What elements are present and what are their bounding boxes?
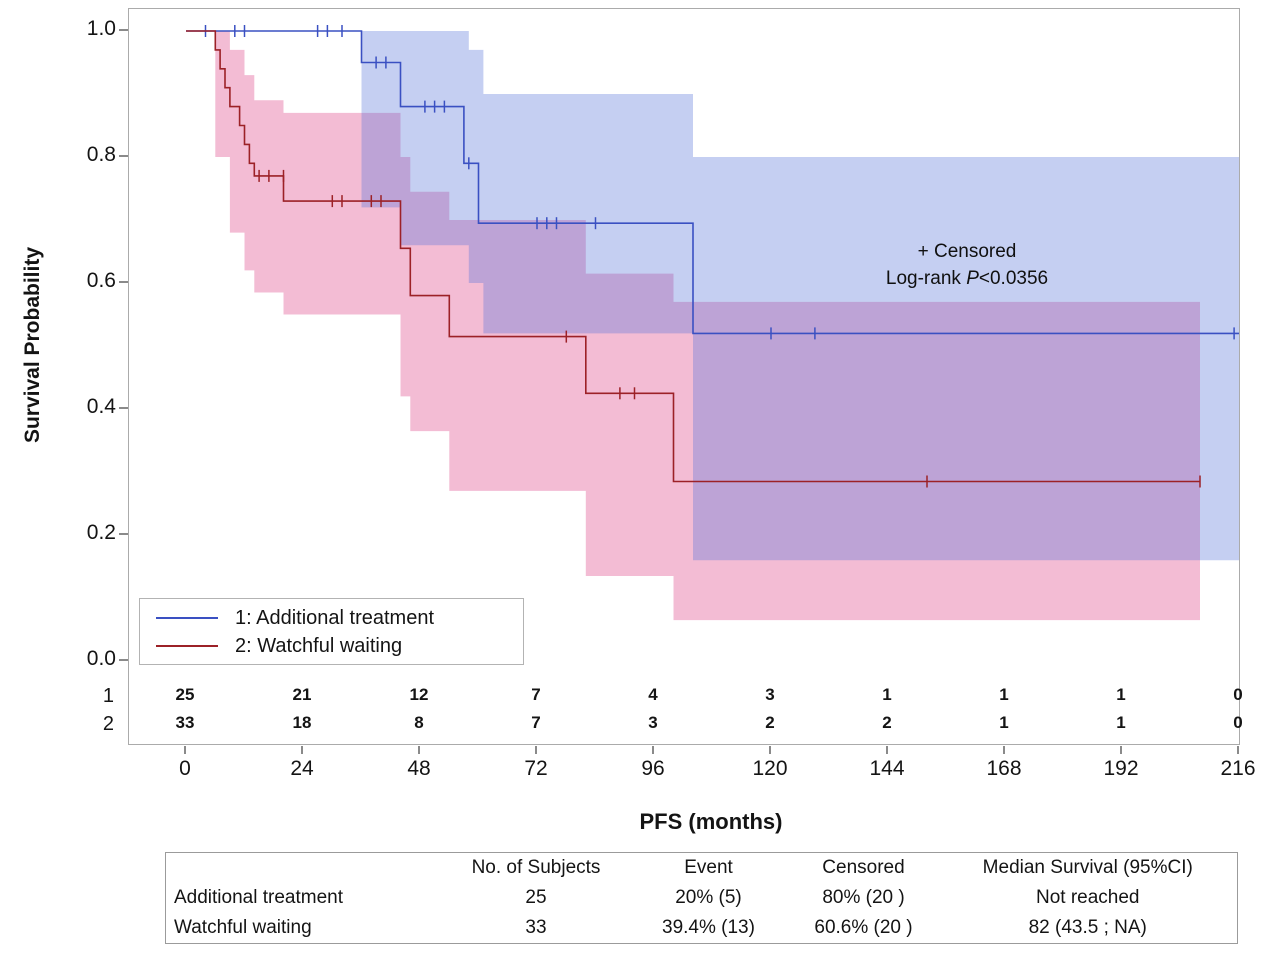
summary-header-cell: Median Survival (95%CI) xyxy=(982,857,1193,878)
x-tick-label: 192 xyxy=(1103,757,1139,780)
summary-cell: 39.4% (13) xyxy=(662,917,755,938)
logrank-p: P xyxy=(966,268,979,289)
plot-annotation: + Censored Log-rank P<0.0356 xyxy=(841,238,1093,292)
plot-area: + Censored Log-rank P<0.0356 1: Addition… xyxy=(128,8,1240,745)
at-risk-count: 3 xyxy=(648,713,658,732)
x-tick-mark xyxy=(301,746,303,754)
legend: 1: Additional treatment 2: Watchful waiti… xyxy=(139,598,524,665)
legend-line-swatch xyxy=(156,617,218,619)
at-risk-count: 3 xyxy=(765,685,775,704)
y-tick-mark xyxy=(119,29,128,31)
legend-item: 2: Watchful waiting xyxy=(140,632,523,660)
summary-header-row: No. of Subjects Event Censored Median Survi… xyxy=(166,853,1238,884)
at-risk-count: 0 xyxy=(1233,713,1243,732)
at-risk-count: 1 xyxy=(1116,685,1126,704)
at-risk-count: 1 xyxy=(999,713,1009,732)
at-risk-count: 18 xyxy=(292,713,312,732)
x-tick-label: 120 xyxy=(752,757,788,780)
at-risk-count: 8 xyxy=(414,713,424,732)
x-tick-label: 144 xyxy=(869,757,905,780)
at-risk-count: 12 xyxy=(409,685,429,704)
at-risk-count: 21 xyxy=(292,685,312,704)
at-risk-count: 25 xyxy=(175,685,195,704)
legend-item: 1: Additional treatment xyxy=(140,604,523,632)
ci-band xyxy=(361,31,1239,561)
logrank-note: Log-rank P<0.0356 xyxy=(841,265,1093,292)
survival-plot-canvas xyxy=(186,25,1239,621)
legend-line-swatch xyxy=(156,645,218,647)
summary-row: Additional treatment 25 20% (5) 80% (20 ) No… xyxy=(166,883,1238,913)
y-tick-mark xyxy=(119,659,128,661)
y-tick-label: 0.0 xyxy=(86,647,116,670)
summary-cell: Not reached xyxy=(1035,887,1140,908)
x-tick-label: 216 xyxy=(1220,757,1256,780)
y-tick-label: 0.2 xyxy=(86,521,116,544)
at-risk-count: 2 xyxy=(765,713,775,732)
y-tick-mark xyxy=(119,281,128,283)
summary-cell: 82 (43.5 ; NA) xyxy=(1028,917,1147,938)
x-tick-label: 168 xyxy=(986,757,1022,780)
y-tick-label: 0.6 xyxy=(86,269,116,292)
at-risk-count: 0 xyxy=(1233,685,1243,704)
summary-header-cell: No. of Subjects xyxy=(471,857,601,878)
x-tick-mark xyxy=(1237,746,1239,754)
survival-curve xyxy=(186,30,1239,335)
y-tick-label: 1.0 xyxy=(86,17,116,40)
summary-header-cell xyxy=(166,853,444,884)
legend-label: 1: Additional treatment xyxy=(235,606,435,629)
summary-cell: Watchful waiting xyxy=(174,917,312,938)
summary-cell: 33 xyxy=(525,917,547,938)
x-axis-title: PFS (months) xyxy=(639,809,783,834)
at-risk-count: 1 xyxy=(1116,713,1126,732)
y-tick-mark xyxy=(119,533,128,535)
survival-curve xyxy=(186,30,1200,483)
legend-label: 2: Watchful waiting xyxy=(235,634,403,657)
ci-band xyxy=(215,31,1201,621)
at-risk-count: 4 xyxy=(648,685,658,704)
y-axis-title: Survival Probability xyxy=(21,246,44,444)
x-tick-label: 0 xyxy=(179,757,191,780)
logrank-prefix: Log-rank xyxy=(885,268,967,289)
x-tick-mark xyxy=(769,746,771,754)
summary-table: No. of Subjects Event Censored Median Survi… xyxy=(165,852,1238,944)
x-tick-mark xyxy=(184,746,186,754)
summary-row: Watchful waiting 33 39.4% (13) 60.6% (20 ) 8… xyxy=(166,913,1238,944)
x-tick-label: 48 xyxy=(407,757,431,780)
x-tick-mark xyxy=(1003,746,1005,754)
summary-cell: 20% (5) xyxy=(675,887,742,908)
x-tick-mark xyxy=(1120,746,1122,754)
x-tick-label: 96 xyxy=(641,757,665,780)
x-tick-label: 24 xyxy=(290,757,314,780)
y-tick-label: 0.4 xyxy=(86,395,116,418)
at-risk-count: 7 xyxy=(531,713,541,732)
logrank-value: <0.0356 xyxy=(978,268,1049,289)
y-tick-label: 0.8 xyxy=(86,143,116,166)
at-risk-count: 7 xyxy=(531,685,541,704)
summary-header-cell: Event xyxy=(684,857,733,878)
at-risk-row-label: 2 xyxy=(102,713,114,735)
summary-cell: Additional treatment xyxy=(174,887,343,908)
summary-header-cell: Censored xyxy=(822,857,905,878)
at-risk-count: 1 xyxy=(999,685,1009,704)
at-risk-row-label: 1 xyxy=(102,685,114,707)
at-risk-count: 33 xyxy=(175,713,195,732)
summary-cell: 25 xyxy=(525,887,547,908)
x-tick-mark xyxy=(418,746,420,754)
at-risk-count: 1 xyxy=(882,685,892,704)
y-tick-mark xyxy=(119,407,128,409)
summary-cell: 60.6% (20 ) xyxy=(814,917,913,938)
x-tick-mark xyxy=(886,746,888,754)
x-tick-mark xyxy=(535,746,537,754)
at-risk-count: 2 xyxy=(882,713,892,732)
x-tick-label: 72 xyxy=(524,757,548,780)
x-tick-mark xyxy=(652,746,654,754)
censored-note: + Censored xyxy=(917,241,1017,262)
summary-cell: 80% (20 ) xyxy=(822,887,905,908)
y-tick-mark xyxy=(119,155,128,157)
